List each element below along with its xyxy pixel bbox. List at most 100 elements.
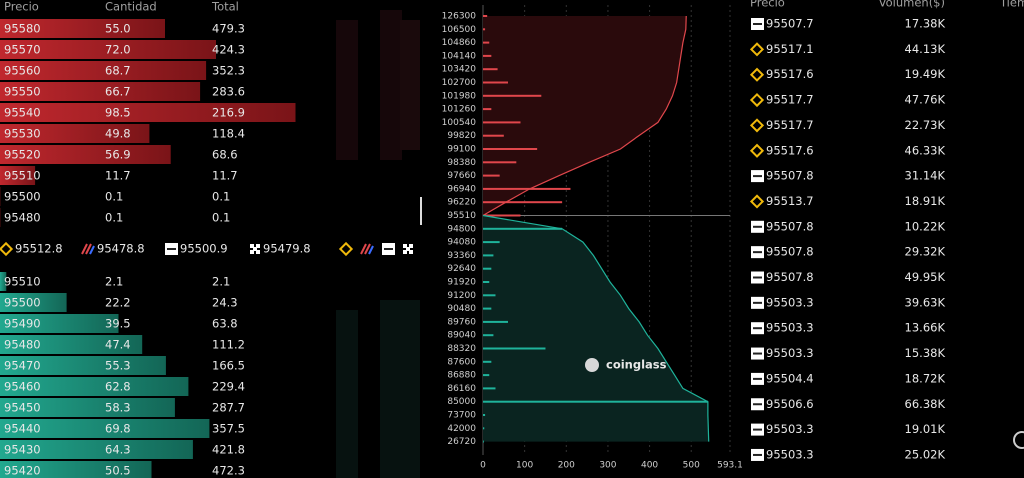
depth-bar (483, 187, 571, 190)
order-cell: 287.7 (212, 401, 245, 415)
icon-shape (753, 276, 762, 279)
trade-volume: 17.38K (905, 17, 946, 31)
depth-area (483, 16, 687, 216)
icon-shape (753, 301, 762, 304)
depth-bar (483, 254, 494, 257)
order-cell: 95540 (4, 106, 41, 120)
depth-bar (0, 314, 119, 333)
order-cell: 216.9 (212, 106, 245, 120)
x-tick-label: 100 (516, 461, 533, 471)
trade-price: 95517.7 (766, 118, 814, 132)
bybit-icon (751, 347, 764, 360)
binance-icon (0, 241, 14, 257)
trade-price: 95503.3 (766, 321, 814, 335)
icon-shape (753, 175, 762, 178)
bybit-icon (165, 243, 178, 255)
depth-bar (483, 214, 521, 217)
depth-bar (0, 398, 175, 417)
depth-bar (483, 307, 492, 310)
depth-bar (483, 440, 484, 443)
order-cell: 56.9 (105, 148, 131, 162)
depth-bar (0, 377, 189, 396)
icon-shape (384, 248, 393, 250)
y-tick-label: 42000 (447, 424, 476, 434)
bybit-icon (751, 423, 764, 436)
trade-price: 95507.7 (766, 17, 814, 31)
heatmap (336, 10, 420, 478)
order-cell: 118.4 (212, 127, 245, 141)
y-tick-label: 126300 (442, 12, 477, 22)
depth-bar (483, 148, 538, 150)
x-tick-label: 0 (480, 461, 486, 471)
order-cell: 55.0 (105, 22, 131, 36)
order-cell: 49.8 (105, 127, 131, 141)
trade-volume: 18.72K (905, 371, 946, 385)
icon-shape (753, 23, 762, 25)
order-cell: 69.8 (105, 422, 131, 436)
order-cell: 0.1 (212, 211, 230, 225)
y-tick-label: 101260 (442, 105, 477, 115)
x-tick-label: 300 (599, 461, 616, 471)
okx-icon (250, 244, 260, 254)
order-cell: 479.3 (212, 22, 245, 36)
bybit-icon (751, 448, 764, 461)
trade-price: 95503.3 (766, 295, 814, 309)
trade-price: 95503.3 (766, 447, 814, 461)
bybit-icon (751, 322, 764, 335)
order-cell: 95470 (4, 359, 41, 373)
y-tick-label: 86160 (447, 384, 476, 394)
depth-bar (0, 166, 36, 185)
bybit-icon (751, 246, 764, 259)
depth-bar (483, 347, 546, 350)
y-tick-label: 103420 (442, 65, 477, 75)
depth-bar (0, 61, 207, 80)
depth-bar (483, 360, 492, 363)
depth-bar (483, 68, 498, 71)
depth-bar (483, 414, 486, 416)
order-cell: 98.5 (105, 106, 131, 120)
slash-icon (360, 243, 374, 255)
icon-shape (360, 243, 371, 255)
y-tick-label: 106500 (442, 25, 477, 35)
column-header: Total (211, 0, 239, 14)
icon-shape (749, 92, 765, 108)
order-cell: 68.6 (212, 148, 238, 162)
cumulative-line (482, 15, 687, 217)
order-cell: 64.3 (105, 443, 131, 457)
settings-icon[interactable] (1013, 431, 1024, 449)
bybit-icon (751, 170, 764, 183)
icon-shape (403, 250, 407, 254)
y-tick-label: 100540 (442, 118, 477, 128)
icon-shape (749, 67, 765, 82)
y-tick-label: 26720 (447, 437, 476, 447)
icon-shape (0, 241, 14, 257)
y-tick-label: 99100 (447, 145, 476, 155)
depth-bar (0, 103, 296, 122)
depth-area (483, 215, 709, 442)
depth-bar (0, 124, 150, 143)
trade-volume: 31.14K (905, 169, 946, 183)
trade-volume: 46.33K (905, 143, 946, 157)
cumulative-line (482, 214, 710, 442)
order-cell: 95420 (4, 464, 41, 478)
trade-price: 95506.6 (766, 397, 814, 411)
y-tick-label: 89040 (447, 331, 476, 341)
bybit-icon (751, 271, 764, 284)
order-cell: 95510 (4, 275, 41, 289)
depth-bar (483, 201, 563, 204)
trade-volume: 18.91K (905, 194, 946, 208)
order-cell: 95490 (4, 317, 41, 331)
y-tick-label: 85000 (447, 397, 476, 407)
icon-shape (250, 250, 254, 254)
icon-shape (250, 244, 254, 248)
order-cell: 95500 (4, 296, 41, 310)
depth-bar (0, 419, 210, 438)
depth-bar (483, 134, 504, 137)
order-cell: 68.7 (105, 64, 131, 78)
order-cell: 95570 (4, 43, 41, 57)
depth-bar (0, 19, 165, 38)
icon-shape (89, 245, 95, 255)
depth-bar (0, 82, 201, 101)
trade-price: 95503.3 (766, 346, 814, 360)
